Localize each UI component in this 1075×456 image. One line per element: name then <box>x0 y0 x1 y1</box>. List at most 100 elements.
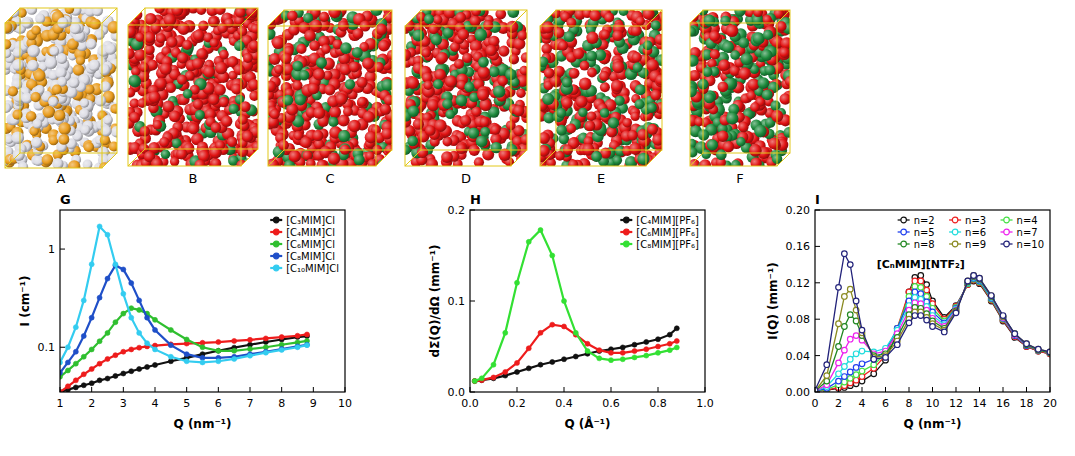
molecule <box>521 134 531 144</box>
molecule <box>59 134 70 145</box>
molecule <box>509 54 519 64</box>
molecule <box>486 45 497 56</box>
molecule <box>170 157 179 166</box>
molecule <box>477 89 489 101</box>
box-edge <box>405 150 421 166</box>
box-edge <box>5 153 20 168</box>
molecule <box>31 26 41 36</box>
molecule <box>365 131 377 143</box>
molecule <box>445 75 457 87</box>
molecule <box>445 110 455 120</box>
molecule <box>521 52 531 62</box>
molecule <box>34 70 46 82</box>
molecule <box>252 142 263 153</box>
molecule <box>86 39 97 50</box>
molecule <box>329 106 341 118</box>
box-frame <box>5 8 117 168</box>
molecule <box>357 97 367 107</box>
molecule <box>328 117 338 127</box>
box-edge <box>268 10 284 26</box>
molecule <box>421 48 430 57</box>
molecule <box>300 137 312 149</box>
molecule <box>516 88 526 98</box>
molecule <box>299 70 309 80</box>
molecule <box>35 14 45 24</box>
molecule <box>1 9 10 18</box>
molecule <box>144 32 155 43</box>
molecule <box>381 128 393 140</box>
molecule <box>480 127 490 137</box>
molecule <box>177 22 190 35</box>
molecule <box>569 160 578 169</box>
molecule <box>310 19 322 31</box>
molecule <box>159 137 169 147</box>
molecule <box>363 111 375 123</box>
molecule <box>149 91 161 103</box>
molecule <box>88 59 100 71</box>
molecule <box>477 66 490 79</box>
panel-label: B <box>189 171 198 186</box>
molecule <box>240 101 251 112</box>
box-frame <box>128 8 258 166</box>
molecule <box>189 124 199 134</box>
molecule <box>166 37 177 48</box>
molecule <box>27 45 40 58</box>
molecule <box>433 15 442 24</box>
molecule <box>431 34 442 45</box>
molecule <box>196 5 206 15</box>
molecule <box>8 86 18 96</box>
molecule <box>208 94 219 105</box>
box-edge <box>128 149 145 166</box>
box-edge <box>511 150 527 166</box>
molecule <box>317 160 328 171</box>
molecule <box>80 125 90 135</box>
molecule <box>65 4 75 14</box>
molecule <box>76 56 85 65</box>
molecule <box>424 14 434 24</box>
molecule <box>476 136 488 148</box>
molecule <box>635 84 646 95</box>
molecule <box>374 62 384 72</box>
molecule <box>169 110 181 122</box>
molecule <box>324 84 335 95</box>
molecule <box>424 81 433 90</box>
molecule <box>90 18 101 29</box>
molecule <box>103 115 113 125</box>
molecule <box>134 49 146 61</box>
molecule <box>243 53 253 63</box>
molecule <box>340 42 352 54</box>
molecule <box>354 154 365 165</box>
molecule <box>177 74 187 84</box>
molecule <box>519 149 531 161</box>
molecule <box>475 29 488 42</box>
molecule <box>193 30 204 41</box>
molecule <box>509 54 519 64</box>
molecule <box>153 120 163 130</box>
molecule <box>31 92 41 102</box>
box-edge <box>102 153 117 168</box>
molecule <box>57 53 68 64</box>
simulation-box <box>123 2 264 171</box>
molecule <box>12 59 24 71</box>
molecule <box>378 40 390 52</box>
molecule <box>384 95 395 106</box>
molecule <box>407 136 418 147</box>
molecule <box>238 115 248 125</box>
molecule <box>231 83 242 94</box>
molecule <box>124 26 136 38</box>
molecule <box>237 26 247 36</box>
box-edge <box>284 10 392 150</box>
molecule <box>352 47 363 58</box>
molecule <box>281 53 292 64</box>
molecule <box>27 4 38 15</box>
molecule <box>11 131 24 144</box>
molecule <box>196 48 207 59</box>
molecule <box>164 14 177 27</box>
molecule <box>124 48 135 59</box>
panel-label: A <box>57 171 66 186</box>
molecule <box>151 23 162 34</box>
molecule <box>100 135 110 145</box>
molecule <box>362 58 374 70</box>
molecule <box>608 118 619 129</box>
molecule <box>80 98 89 107</box>
